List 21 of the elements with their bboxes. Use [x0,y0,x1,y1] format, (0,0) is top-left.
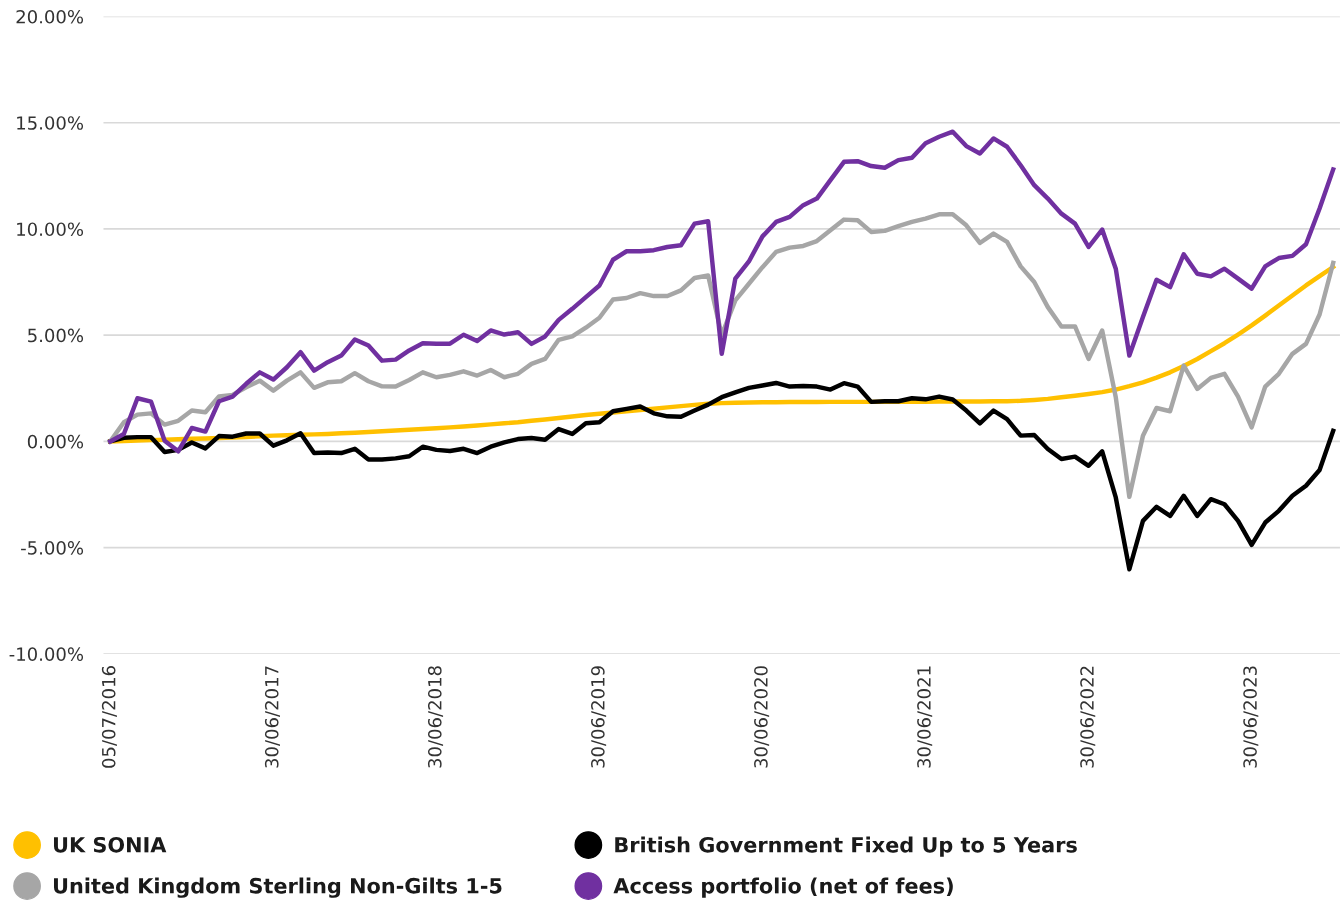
x-tick-label: 30/06/2017 [264,666,280,768]
legend-label: UK SONIA [54,836,167,853]
x-tick-label: 30/06/2023 [1243,666,1259,768]
line-series [108,212,1336,500]
x-tick-label: 30/06/2020 [754,666,770,768]
y-tick-label: 20.00% [16,9,84,24]
y-tick-label: -10.00% [9,647,84,661]
y-tick-label: -5.00% [21,541,84,555]
x-tick-label: 30/06/2018 [427,666,444,768]
x-tick-label: 30/06/2021 [917,666,933,768]
y-tick-label: 5.00% [28,328,84,343]
x-tick-label: 30/06/2022 [1080,666,1096,768]
y-tick-label: 15.00% [17,116,84,130]
x-tick-label: 30/06/2019 [591,666,607,768]
line-series [108,129,1336,454]
x-tick-label: 05/07/2016 [101,666,117,768]
y-tick-label: 10.00% [17,222,84,237]
legend-label: Access portfolio (net of fees) [613,877,953,898]
legend-label: British Government Fixed Up to 5 Years [615,836,1077,857]
y-tick-label: 0.00% [27,434,84,449]
legend-label: United Kingdom Sterling Non-Gilts 1-5 [54,877,502,898]
